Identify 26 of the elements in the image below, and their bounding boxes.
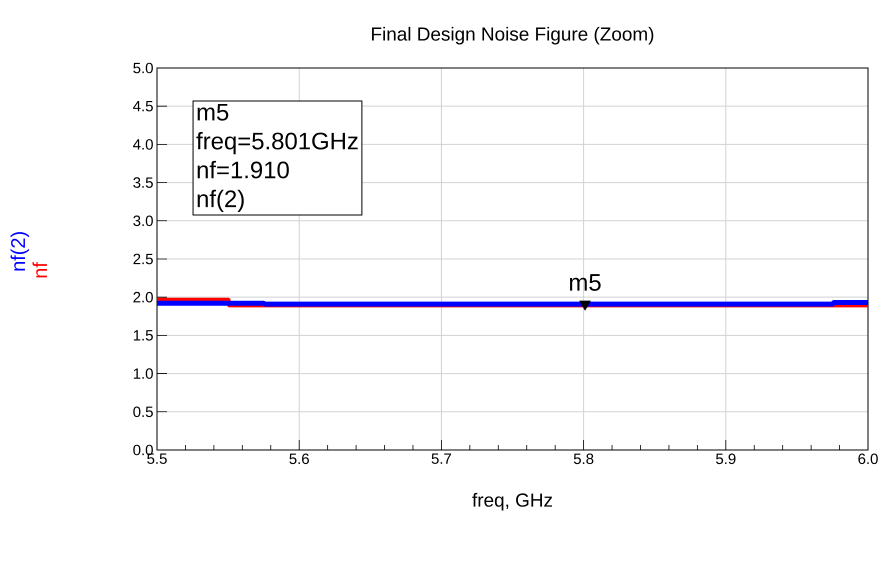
chart-title: Final Design Noise Figure (Zoom) — [372, 26, 654, 44]
annotation: m5 — [570, 274, 601, 291]
x-tick-label: 5.5 — [147, 454, 167, 464]
text: nf — [32, 262, 47, 278]
y-tick-label: 1.0 — [134, 368, 153, 379]
annotation: freq=5.801GHz — [196, 132, 358, 154]
y-tick-label: 2.5 — [133, 254, 153, 264]
y-tick-label: 4.5 — [133, 100, 153, 112]
y-tick-label: 2.0 — [133, 292, 153, 302]
annotation: nf(2) — [198, 190, 244, 212]
y-tick-label: 1.5 — [134, 330, 153, 341]
x-tick-label: 5.7 — [432, 454, 452, 464]
x-tick-label: 5.9 — [716, 454, 736, 464]
x-tick-label: 6.0 — [858, 454, 878, 464]
y-tick-label: 5.0 — [133, 62, 153, 74]
x-tick-label: 5.6 — [289, 454, 309, 464]
annotation: m5 — [198, 104, 228, 121]
annotation: nf=1.910 — [198, 160, 289, 178]
y-tick-label: 3.0 — [133, 215, 153, 226]
y-tick-label: 0.5 — [133, 406, 153, 418]
y-tick-label: 3.5 — [133, 177, 153, 188]
x-tick-label: 5.8 — [574, 454, 594, 464]
y-tick-label: 4.0 — [133, 139, 153, 150]
x-axis-title: freq, GHz — [472, 492, 552, 511]
y-tick-label: 0.0 — [133, 444, 153, 456]
text: nf(2) — [10, 232, 30, 270]
